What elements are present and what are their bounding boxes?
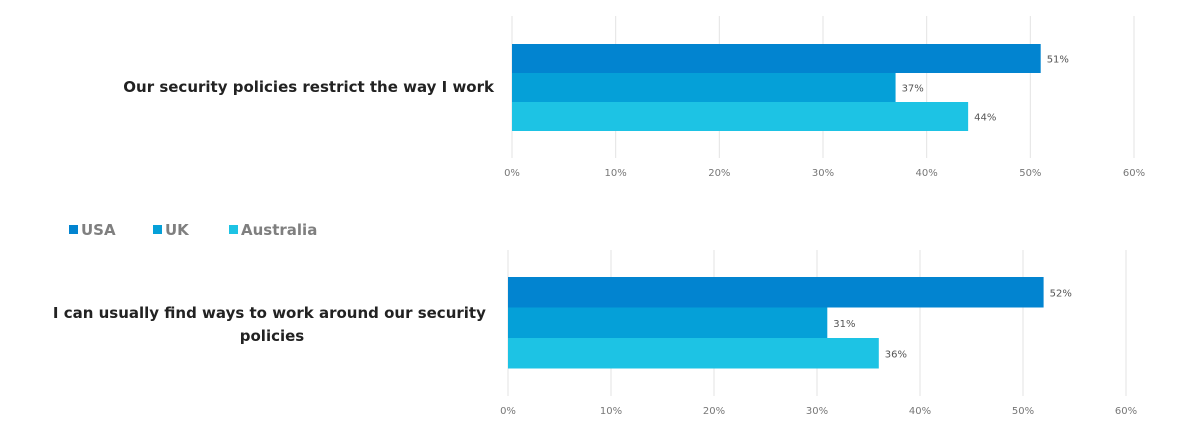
x-tick-label: 60% [1115,406,1137,417]
legend: USA UK Australia [69,221,317,239]
chart-work-around-policies: I can usually find ways to work around o… [53,250,1137,417]
x-tick-label: 20% [703,406,725,417]
legend-swatch-usa [69,225,78,234]
data-label-uk: 37% [902,84,924,95]
chart-1-x-axis-ticks: 0% 10% 20% 30% 40% 50% 60% [504,168,1145,179]
bar-australia [512,102,969,131]
legend-swatch-australia [229,225,238,234]
x-tick-label: 50% [1019,168,1041,179]
x-tick-label: 0% [504,168,520,179]
data-label-usa: 51% [1047,55,1069,66]
bar-usa [512,44,1041,73]
x-tick-label: 0% [500,406,516,417]
x-tick-label: 40% [916,168,938,179]
x-tick-label: 30% [812,168,834,179]
chart-2-category-label-line-1: I can usually find ways to work around o… [53,304,486,322]
bar-uk [512,73,896,102]
legend-item-usa: USA [69,221,116,239]
chart-2-bars: 52% 31% 36% [508,277,1072,369]
legend-label-usa: USA [81,221,116,239]
data-label-usa: 52% [1050,288,1072,299]
legend-item-uk: UK [153,221,190,239]
bar-australia [508,338,879,369]
legend-item-australia: Australia [229,221,317,239]
x-tick-label: 10% [600,406,622,417]
chart-security-policies-restrict: Our security policies restrict the way I… [123,16,1145,179]
data-label-australia: 44% [974,113,996,124]
bar-usa [508,277,1044,308]
x-tick-label: 60% [1123,168,1145,179]
chart-1-bars: 51% 37% 44% [512,44,1069,131]
x-tick-label: 30% [806,406,828,417]
legend-swatch-uk [153,225,162,234]
x-tick-label: 50% [1012,406,1034,417]
x-tick-label: 40% [909,406,931,417]
bar-uk [508,307,828,338]
data-label-uk: 31% [833,319,855,330]
legend-label-uk: UK [165,221,190,239]
x-tick-label: 20% [708,168,730,179]
x-tick-label: 10% [605,168,627,179]
chart-2-category-label: I can usually find ways to work around o… [53,304,491,345]
legend-label-australia: Australia [241,221,317,239]
chart-1-category-label: Our security policies restrict the way I… [123,78,495,96]
chart-2-x-axis-ticks: 0% 10% 20% 30% 40% 50% 60% [500,406,1137,417]
chart-2-category-label-line-2: policies [240,327,305,345]
data-label-australia: 36% [885,349,907,360]
